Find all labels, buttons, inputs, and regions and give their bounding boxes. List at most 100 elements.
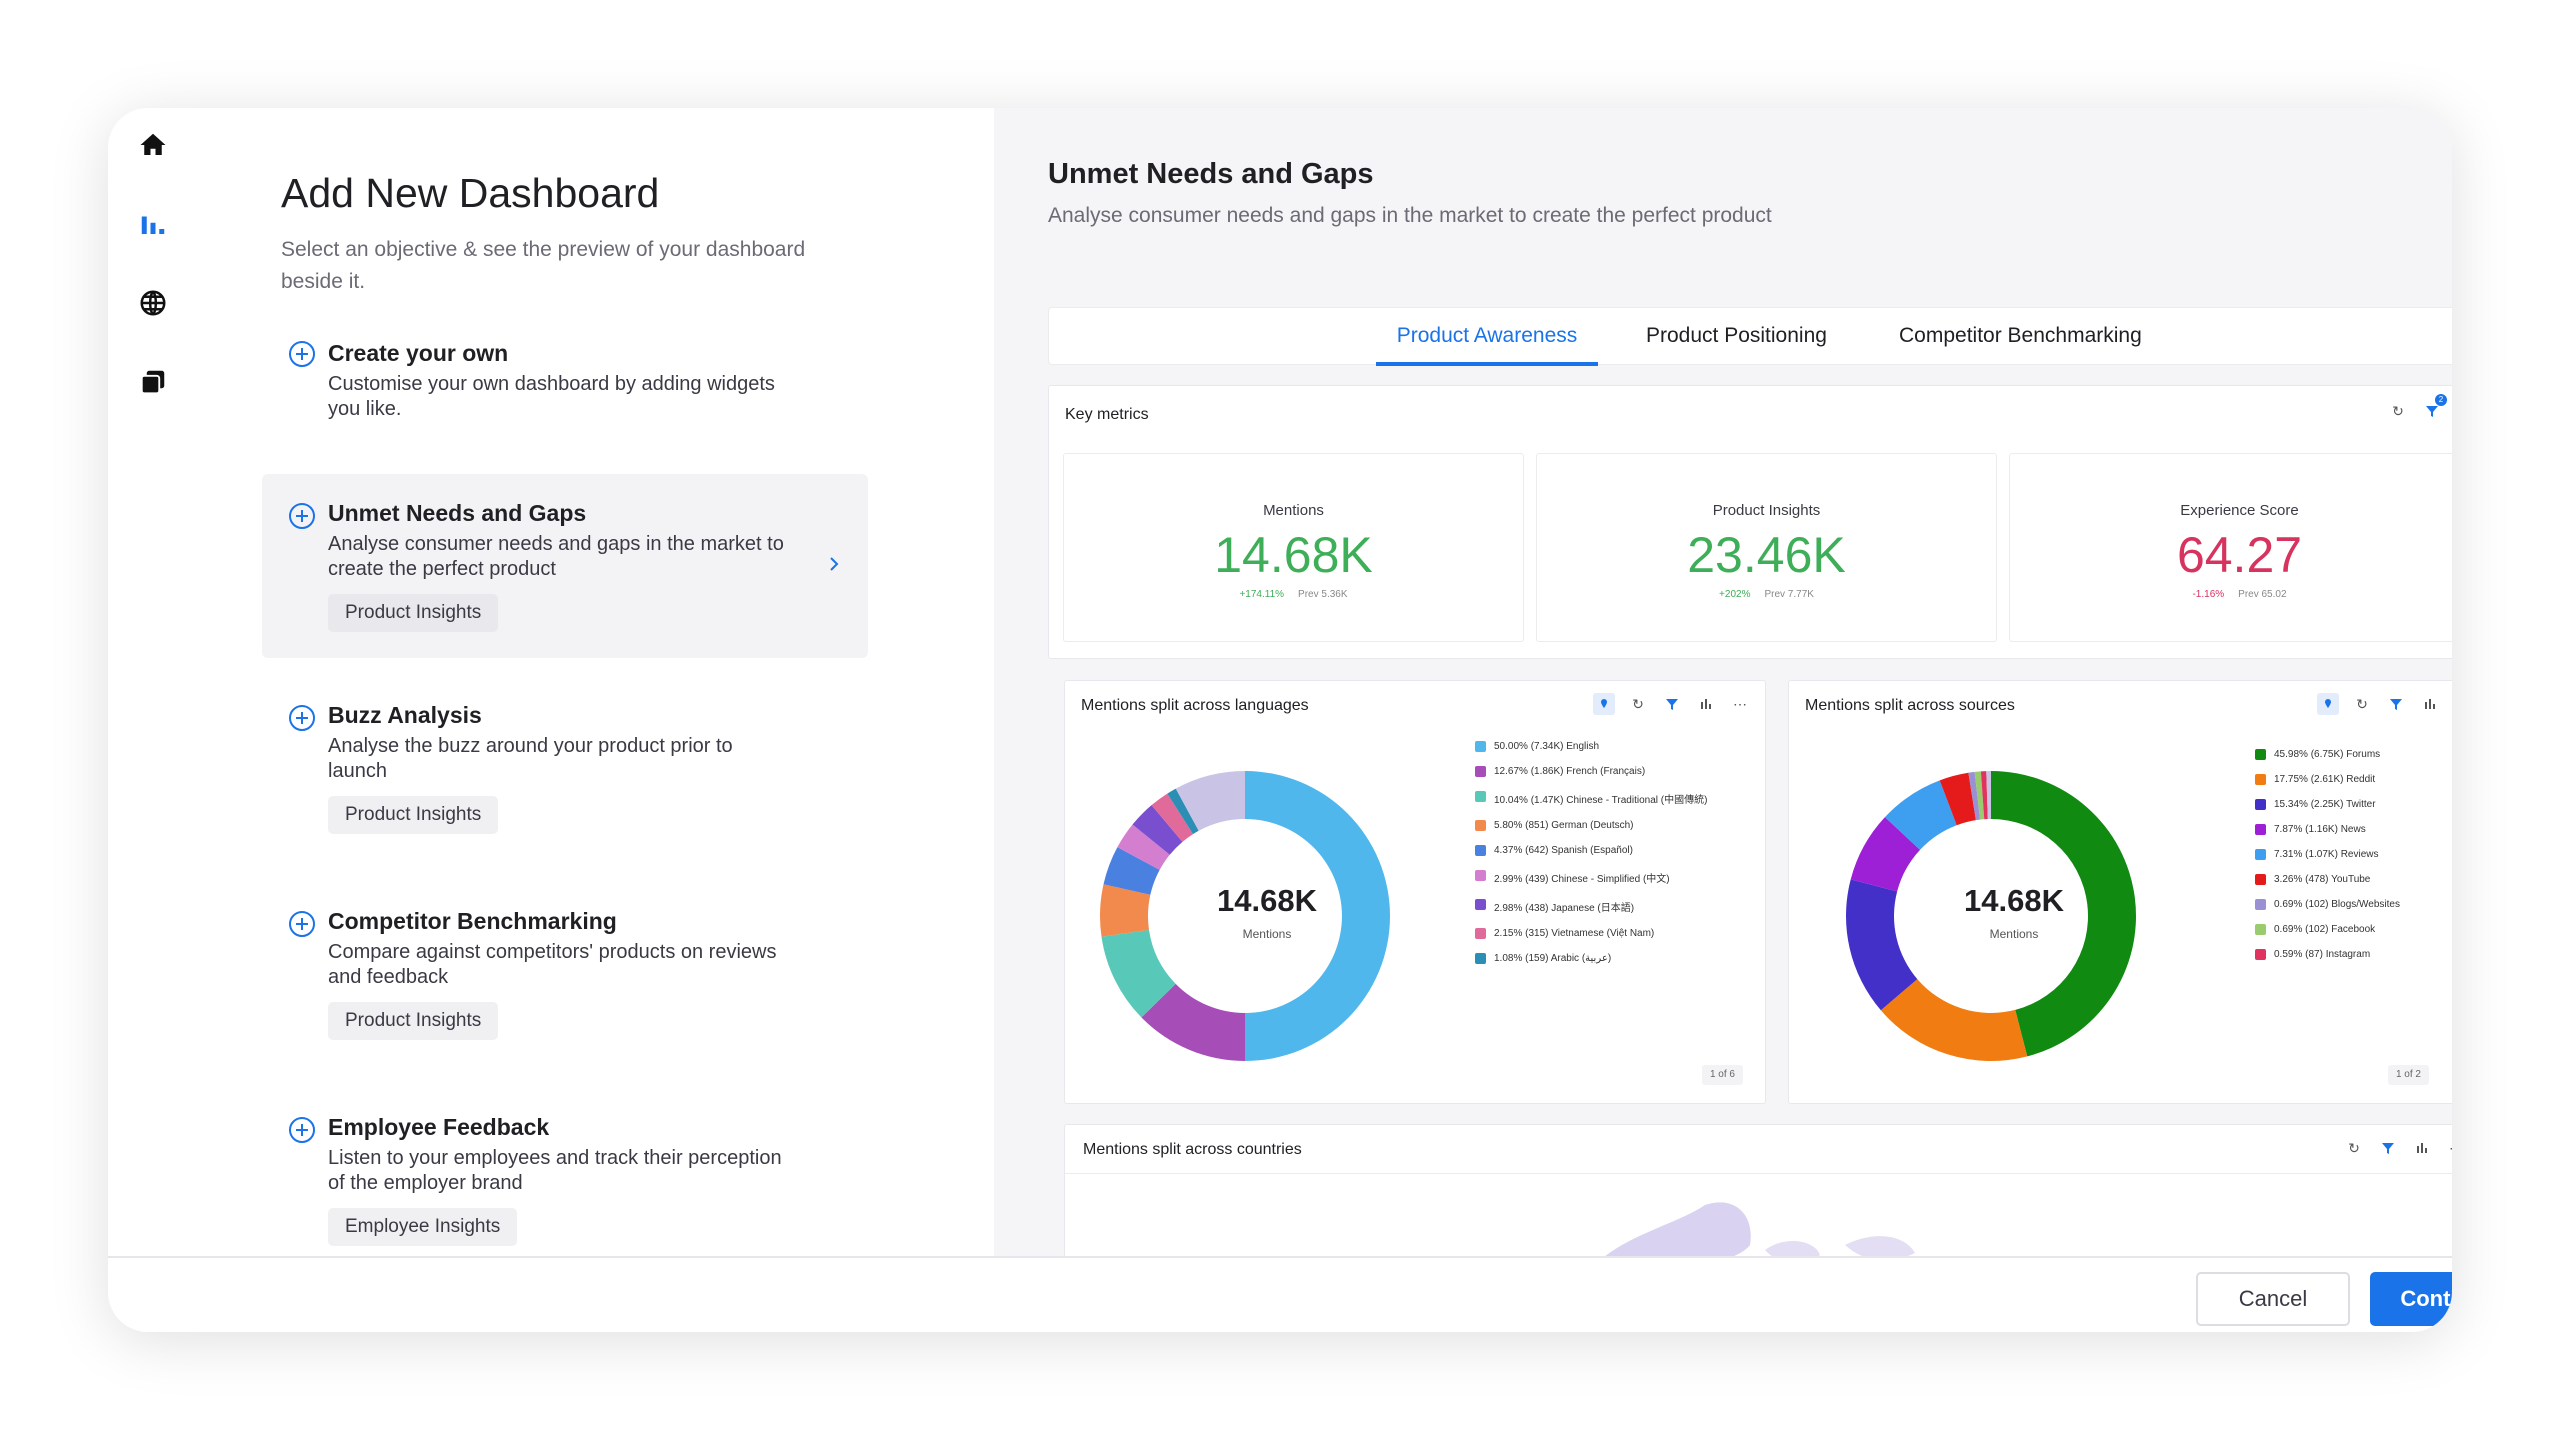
analytics-icon[interactable] xyxy=(136,207,170,241)
chart-type-icon[interactable] xyxy=(2419,693,2441,715)
legend-item[interactable]: 7.31% (1.07K) Reviews xyxy=(2255,849,2452,860)
legend-swatch xyxy=(1475,899,1486,910)
chart-type-icon[interactable] xyxy=(1695,693,1717,715)
legend-item[interactable]: 2.98% (438) Japanese (日本語) xyxy=(1475,899,1715,914)
cancel-button[interactable]: Cancel xyxy=(2196,1272,2350,1326)
legend-swatch xyxy=(1475,820,1486,831)
donut-slice[interactable] xyxy=(1101,929,1176,1018)
legend-label: 15.34% (2.25K) Twitter xyxy=(2274,799,2376,810)
legend-pager[interactable]: 1 of 6 xyxy=(1701,1065,1743,1085)
legend-swatch xyxy=(2255,924,2266,935)
donut-slice[interactable] xyxy=(1141,983,1245,1061)
legend-item[interactable]: 3.26% (478) YouTube xyxy=(2255,874,2452,885)
donut-slice[interactable] xyxy=(1939,772,1976,826)
donut-slice[interactable] xyxy=(1100,884,1151,937)
globe-icon[interactable] xyxy=(136,286,170,320)
legend-item[interactable]: 4.37% (642) Spanish (Español) xyxy=(1475,845,1715,856)
legend-item[interactable]: 50.00% (7.34K) English xyxy=(1475,741,1715,752)
legend-swatch xyxy=(2255,824,2266,835)
metric-card-product-insights: Product Insights 23.46K +202% Prev 7.77K xyxy=(1536,453,1997,642)
legend-item[interactable]: 7.87% (1.16K) News xyxy=(2255,824,2452,835)
donut-slice[interactable] xyxy=(1245,771,1390,1061)
layers-icon[interactable] xyxy=(136,365,170,399)
donut-slice[interactable] xyxy=(1103,847,1160,895)
donut-center-label: Mentions xyxy=(1989,927,2039,941)
donut-slice[interactable] xyxy=(1980,771,1988,820)
legend-label: 10.04% (1.47K) Chinese - Traditional (中國… xyxy=(1494,795,1708,806)
objective-create-your-own[interactable]: Create your own Customise your own dashb… xyxy=(262,330,868,450)
refresh-icon[interactable]: ↻ xyxy=(1632,695,1644,712)
metric-label: Mentions xyxy=(1263,502,1324,519)
legend-item[interactable]: 2.99% (439) Chinese - Simplified (中文) xyxy=(1475,870,1715,885)
legend-label: 50.00% (7.34K) English xyxy=(1494,741,1600,752)
filter-icon[interactable] xyxy=(2385,693,2407,715)
legend-item[interactable]: 0.69% (102) Facebook xyxy=(2255,924,2452,935)
legend-item[interactable]: 0.69% (102) Blogs/Websites xyxy=(2255,899,2452,910)
donut-slice[interactable] xyxy=(1117,824,1170,870)
dashboard-preview: Unmet Needs and Gaps Analyse consumer ne… xyxy=(994,108,2452,1256)
legend-label: 7.31% (1.07K) Reviews xyxy=(2274,849,2379,860)
tab-product-awareness[interactable]: Product Awareness xyxy=(1376,308,1598,366)
objective-unmet-needs[interactable]: Unmet Needs and Gaps Analyse consumer ne… xyxy=(262,474,868,658)
objective-buzz-analysis[interactable]: Buzz Analysis Analyse the buzz around yo… xyxy=(262,694,868,844)
metric-label: Product Insights xyxy=(1712,502,1821,519)
donut-slice[interactable] xyxy=(1968,771,1981,821)
filter-icon[interactable]: 2 xyxy=(2421,394,2447,422)
home-icon[interactable] xyxy=(136,128,170,162)
objective-employee-feedback[interactable]: Employee Feedback Listen to your employe… xyxy=(262,1106,868,1256)
legend-item[interactable]: 45.98% (6.75K) Forums xyxy=(2255,749,2452,760)
tab-competitor-benchmarking[interactable]: Competitor Benchmarking xyxy=(1899,324,2142,347)
legend-swatch xyxy=(2255,949,2266,960)
chart-type-icon[interactable] xyxy=(2411,1137,2433,1159)
donut-slice[interactable] xyxy=(1850,817,1921,892)
donut-slice[interactable] xyxy=(1884,780,1957,850)
legend-swatch xyxy=(2255,799,2266,810)
filter-icon[interactable] xyxy=(1661,693,1683,715)
refresh-icon[interactable]: ↻ xyxy=(2356,695,2368,712)
world-map xyxy=(1605,1202,1915,1256)
donut-slice[interactable] xyxy=(1175,771,1245,831)
countries-widget: Mentions split across countries ↻ ⋯ xyxy=(1064,1124,2452,1256)
refresh-icon[interactable]: ↻ xyxy=(2348,1139,2360,1156)
donut-center-value: 14.68K xyxy=(1964,883,2064,918)
legend-item[interactable]: 15.34% (2.25K) Twitter xyxy=(2255,799,2452,810)
donut-slice[interactable] xyxy=(1880,979,2028,1061)
pin-icon[interactable] xyxy=(1593,693,1615,715)
objective-title: Create your own xyxy=(328,340,509,366)
legend-item[interactable]: 12.67% (1.86K) French (Français) xyxy=(1475,766,1715,777)
preview-tabs: Product Awareness Product Positioning Co… xyxy=(1048,307,2452,366)
widget-toolbar: ↻ 2 ⋯ xyxy=(2387,394,2452,422)
objective-pane: Add New Dashboard Select an objective & … xyxy=(198,108,994,1256)
donut-slice[interactable] xyxy=(1167,788,1199,835)
donut-center-label: Mentions xyxy=(1242,927,1292,941)
pin-icon[interactable] xyxy=(2317,693,2339,715)
continue-button[interactable]: Continue xyxy=(2370,1272,2452,1326)
filter-icon[interactable] xyxy=(2377,1137,2399,1159)
donut-slice[interactable] xyxy=(1974,771,1985,820)
donut-slice[interactable] xyxy=(1132,805,1183,855)
donut-slice[interactable] xyxy=(1846,879,1918,1011)
legend-item[interactable]: 2.15% (315) Vietnamese (Việt Nam) xyxy=(1475,928,1715,939)
objective-competitor-benchmarking[interactable]: Competitor Benchmarking Compare against … xyxy=(262,900,868,1050)
add-circle-icon xyxy=(289,341,315,367)
donut-slice[interactable] xyxy=(1991,771,2136,1057)
legend-swatch xyxy=(1475,928,1486,939)
donut-slice[interactable] xyxy=(1151,793,1194,842)
metric-prev: Prev 5.36K xyxy=(1298,589,1348,600)
legend-item[interactable]: 0.59% (87) Instagram xyxy=(2255,949,2452,960)
tab-product-positioning[interactable]: Product Positioning xyxy=(1646,324,1827,347)
more-icon[interactable]: ⋯ xyxy=(1733,695,1747,712)
more-icon[interactable]: ⋯ xyxy=(2445,1137,2452,1159)
legend-item[interactable]: 17.75% (2.61K) Reddit xyxy=(2255,774,2452,785)
refresh-icon[interactable]: ↻ xyxy=(2392,402,2404,419)
legend-label: 0.69% (102) Blogs/Websites xyxy=(2274,899,2400,910)
legend-label: 4.37% (642) Spanish (Español) xyxy=(1494,845,1633,856)
legend-item[interactable]: 10.04% (1.47K) Chinese - Traditional (中國… xyxy=(1475,791,1715,806)
legend-swatch xyxy=(1475,953,1486,964)
objective-title: Competitor Benchmarking xyxy=(328,908,617,934)
donut-slice[interactable] xyxy=(1986,771,1991,820)
legend-item[interactable]: 1.08% (159) Arabic (عربية) xyxy=(1475,953,1715,964)
legend-item[interactable]: 5.80% (851) German (Deutsch) xyxy=(1475,820,1715,831)
legend-pager[interactable]: 1 of 2 xyxy=(2387,1065,2429,1085)
legend-label: 0.69% (102) Facebook xyxy=(2274,924,2376,935)
